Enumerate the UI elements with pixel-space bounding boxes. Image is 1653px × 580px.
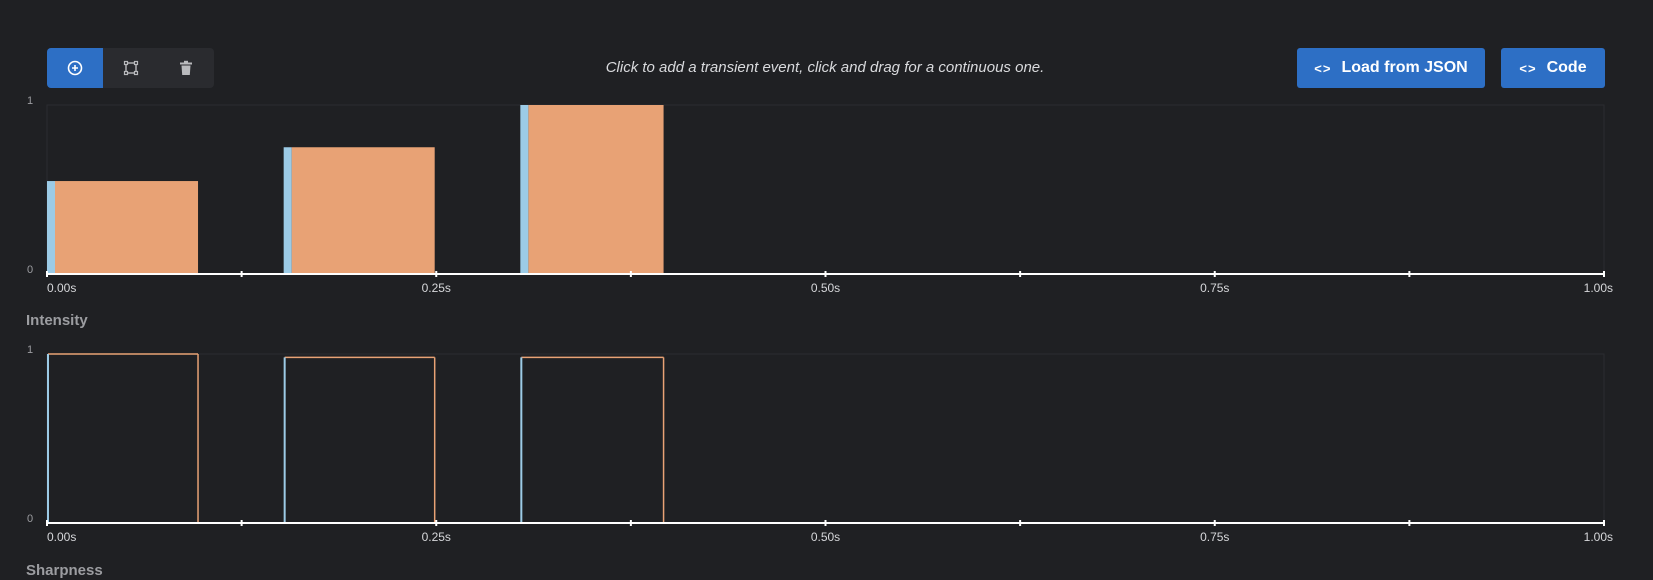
load-from-json-label: Load from JSON (1341, 59, 1468, 76)
sharpness-chart[interactable]: 0 1 0.00s 0.25s 0.50s 0.75s 1.00s (0, 0, 1653, 560)
intensity-x-tick-label: 0.75s (1200, 281, 1229, 295)
select-tool-button[interactable] (103, 48, 159, 88)
sharpness-x-tick-label: 0.50s (811, 530, 840, 544)
sharpness-x-tick-label: 0.75s (1200, 530, 1229, 544)
intensity-event-bar (528, 105, 664, 274)
intensity-chart[interactable]: 0 1 0.00s 0.25s 0.50s 0.75s 1.00s (0, 0, 1653, 310)
sharpness-y-tick-label: 0 (27, 513, 33, 525)
sharpness-x-tick-label: 0.00s (47, 530, 76, 544)
plus-circle-icon (67, 60, 83, 76)
intensity-transient-marker (520, 105, 529, 274)
intensity-x-tick-label: 0.25s (422, 281, 451, 295)
intensity-event-bar (55, 181, 199, 274)
sharpness-x-tick-label: 0.25s (422, 530, 451, 544)
instructions-hint: Click to add a transient event, click an… (605, 59, 1045, 76)
select-square-icon (123, 60, 138, 76)
delete-tool-button[interactable] (158, 48, 214, 88)
sharpness-plot-frame (46, 353, 1605, 524)
code-button[interactable]: <> Code (1501, 48, 1605, 88)
code-icon: <> (1314, 60, 1332, 76)
intensity-event-bar (291, 147, 435, 274)
intensity-x-tick-label: 0.00s (47, 281, 76, 295)
intensity-x-tick-label: 0.50s (811, 281, 840, 295)
sharpness-y-tick-label: 1 (27, 344, 33, 356)
code-icon: <> (1519, 60, 1537, 76)
tool-group (47, 48, 214, 88)
trash-icon (180, 60, 193, 75)
intensity-transient-marker (283, 147, 292, 274)
load-from-json-button[interactable]: <> Load from JSON (1297, 48, 1485, 88)
intensity-x-tick-label: 1.00s (1584, 281, 1613, 295)
intensity-y-tick-label: 0 (27, 264, 33, 276)
sharpness-track-label: Sharpness (26, 562, 103, 579)
intensity-track-label: Intensity (26, 312, 88, 329)
intensity-y-tick-label: 1 (27, 95, 33, 107)
sharpness-x-tick-label: 1.00s (1584, 530, 1613, 544)
code-label: Code (1546, 59, 1587, 76)
intensity-transient-marker (47, 181, 55, 274)
add-event-tool-button[interactable] (47, 48, 103, 88)
